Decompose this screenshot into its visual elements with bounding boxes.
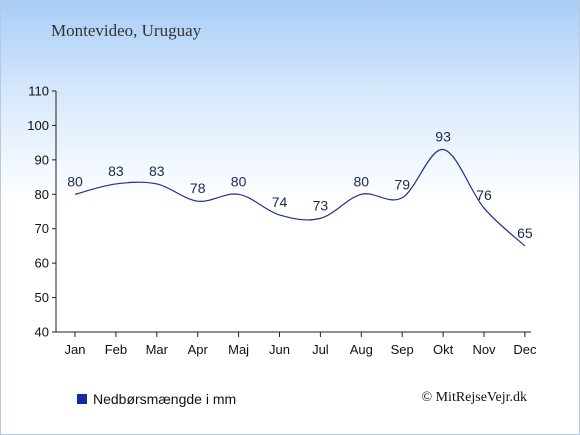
y-tick-label: 70 <box>35 221 49 236</box>
data-label: 78 <box>190 180 206 196</box>
x-tick-label: Jul <box>312 342 329 357</box>
data-label: 73 <box>313 197 329 213</box>
x-tick-label: Aug <box>350 342 373 357</box>
x-tick-label: Dec <box>513 342 537 357</box>
chart-title: Montevideo, Uruguay <box>51 21 202 40</box>
data-label: 80 <box>354 173 370 189</box>
x-tick-label: Mar <box>146 342 169 357</box>
y-tick-label: 60 <box>35 256 49 271</box>
x-tick-label: Jan <box>65 342 86 357</box>
data-label: 83 <box>149 163 165 179</box>
x-tick-label: Okt <box>433 342 454 357</box>
data-label: 79 <box>394 177 410 193</box>
x-tick-label: Apr <box>188 342 209 357</box>
x-tick-label: Maj <box>228 342 249 357</box>
data-labels: 80 83 83 78 80 74 73 80 79 93 76 65 <box>67 129 533 241</box>
x-axis-ticks: Jan Feb Mar Apr Maj Jun Jul Aug Sep Okt Nov Dec <box>65 332 537 357</box>
data-label: 80 <box>231 173 247 189</box>
y-tick-label: 90 <box>35 152 49 167</box>
y-tick-label: 80 <box>35 187 49 202</box>
data-label: 80 <box>67 173 83 189</box>
series-line <box>74 148 526 247</box>
series-group <box>74 148 526 247</box>
legend-swatch <box>77 394 87 404</box>
data-label: 65 <box>517 225 533 241</box>
data-label: 83 <box>108 163 124 179</box>
data-label: 76 <box>476 187 492 203</box>
x-tick-label: Nov <box>472 342 496 357</box>
x-tick-label: Feb <box>105 342 127 357</box>
y-tick-label: 100 <box>27 118 49 133</box>
y-tick-label: 50 <box>35 290 49 305</box>
axes <box>55 91 531 333</box>
x-tick-label: Sep <box>391 342 414 357</box>
x-tick-label: Jun <box>269 342 290 357</box>
legend: Nedbørsmængde i mm <box>77 391 236 407</box>
data-label: 74 <box>272 194 288 210</box>
data-label: 93 <box>435 129 451 145</box>
y-axis-ticks: 40 50 60 70 80 90 100 110 <box>27 84 56 340</box>
y-tick-label: 110 <box>28 84 49 99</box>
legend-label: Nedbørsmængde i mm <box>93 391 237 407</box>
copyright-text: © MitRejseVejr.dk <box>421 390 527 405</box>
y-tick-label: 40 <box>35 325 49 340</box>
